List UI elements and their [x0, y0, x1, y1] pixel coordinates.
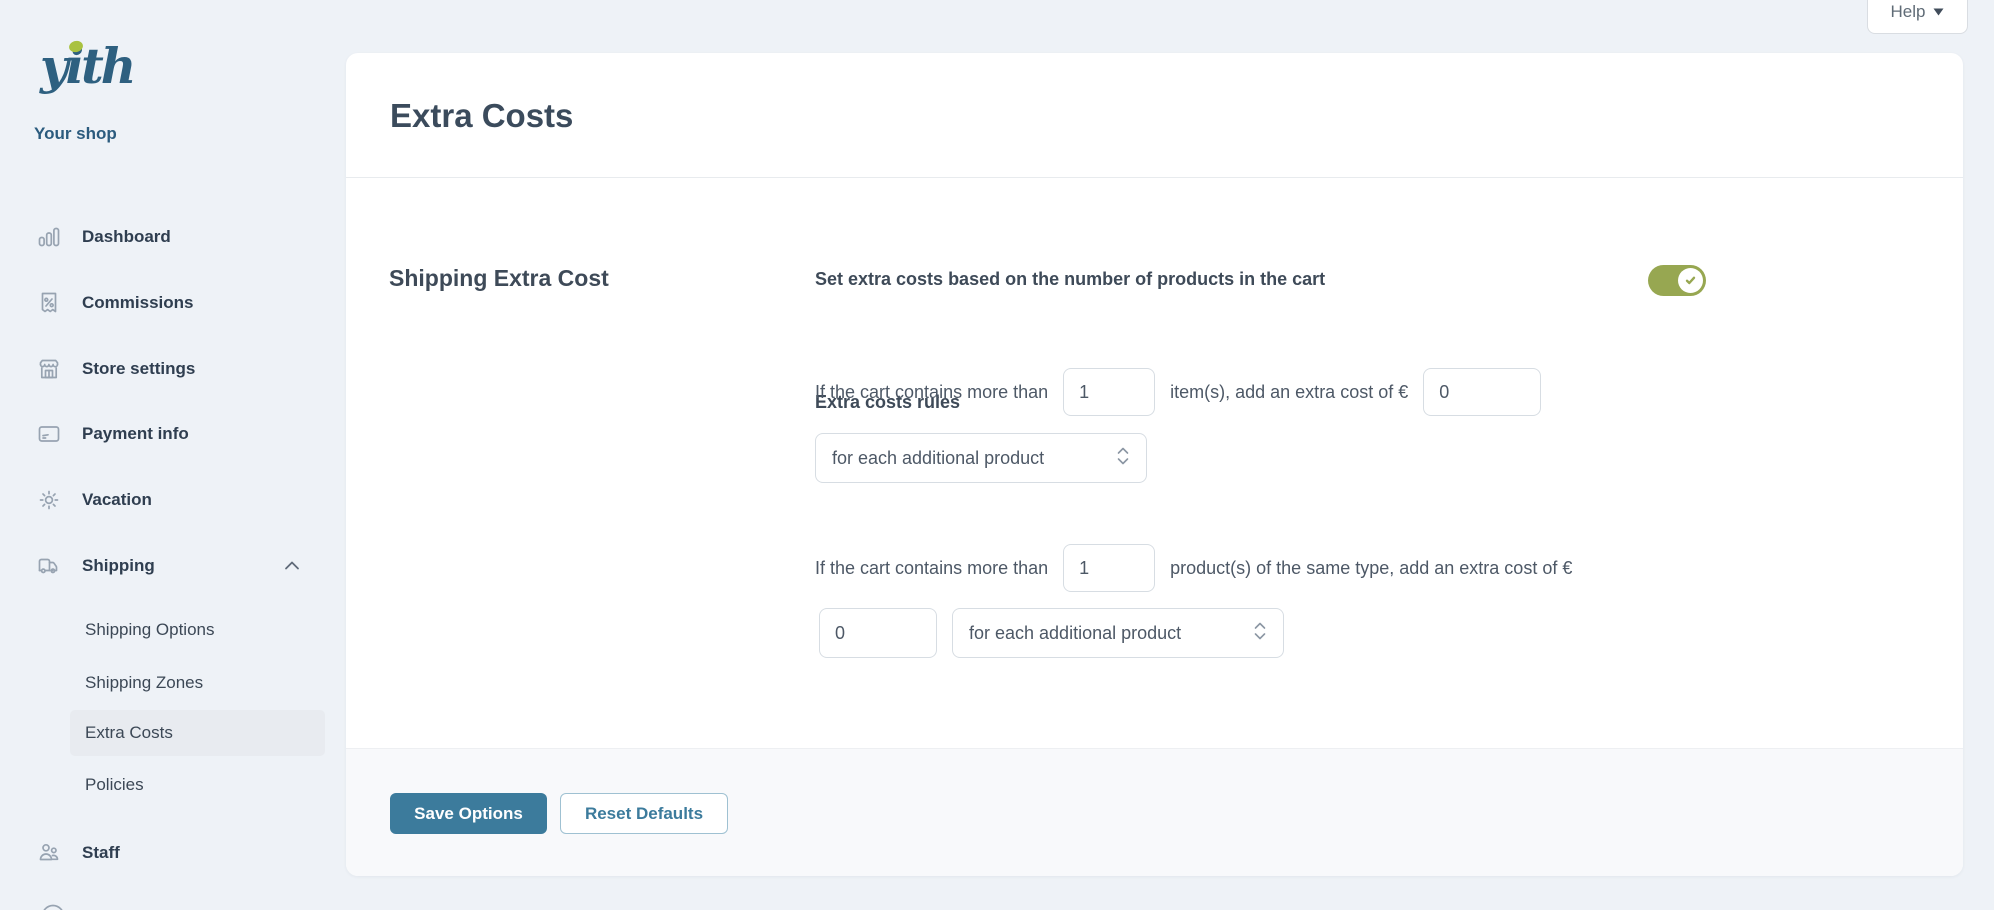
sidebar-item-label: Payment info: [82, 424, 189, 443]
sidebar-item-label: Shipping: [82, 556, 155, 575]
rule2-suffix: product(s) of the same type, add an extr…: [1170, 557, 1573, 578]
sidebar-item-label: Store settings: [82, 359, 196, 378]
shop-name: Your shop: [34, 124, 117, 143]
partial-circle-icon: [42, 902, 66, 910]
panel-header: Extra Costs: [346, 53, 1963, 178]
sidebar-item-payment-info[interactable]: Payment info: [36, 414, 326, 454]
help-label: Help: [1890, 2, 1926, 21]
sidebar-item-extra-costs[interactable]: Extra Costs: [70, 710, 325, 756]
settings-panel: Extra Costs Shipping Extra Cost Set extr…: [346, 53, 1963, 876]
sidebar-item-shipping-options[interactable]: Shipping Options: [85, 620, 215, 639]
updown-chevrons-icon: [1116, 445, 1130, 472]
yith-logo: yith: [40, 36, 150, 98]
toggle-label: Set extra costs based on the number of p…: [815, 269, 1326, 289]
sidebar-item-vacation[interactable]: Vacation: [36, 480, 326, 520]
rule1-quantity-input[interactable]: [1063, 368, 1156, 416]
sidebar-item-label: Commissions: [82, 293, 194, 312]
rule1-apply-mode-select[interactable]: for each additional product: [815, 433, 1147, 483]
chevron-up-icon[interactable]: [284, 558, 300, 574]
storefront-icon: [36, 356, 62, 382]
sidebar-item-store-settings[interactable]: Store settings: [36, 349, 326, 389]
credit-card-icon: [36, 421, 62, 447]
reset-defaults-button[interactable]: Reset Defaults: [560, 793, 728, 834]
bar-chart-icon: [36, 224, 62, 250]
sun-icon: [36, 487, 62, 513]
sidebar-item-commissions[interactable]: Commissions: [36, 283, 326, 323]
rule1-cost-input[interactable]: [1423, 368, 1542, 416]
toggle-knob: [1678, 268, 1703, 293]
sidebar-item-shipping[interactable]: Shipping: [36, 546, 326, 586]
rule2-select-value: for each additional product: [969, 622, 1182, 643]
sidebar-item-shipping-zones[interactable]: Shipping Zones: [85, 673, 204, 692]
sidebar-item-label: Dashboard: [82, 227, 171, 246]
sidebar-item-dashboard[interactable]: Dashboard: [36, 217, 326, 257]
check-icon: [1685, 276, 1696, 285]
sidebar-item-staff[interactable]: Staff: [36, 833, 326, 873]
rule2-prefix: If the cart contains more than: [815, 557, 1049, 578]
rules-label: Extra costs rules: [815, 392, 961, 412]
panel-footer: Save Options Reset Defaults: [346, 748, 1963, 876]
page-title: Extra Costs: [390, 97, 574, 134]
help-dropdown-button[interactable]: Help: [1867, 0, 1968, 34]
save-options-button[interactable]: Save Options: [390, 793, 547, 834]
rule1-row: If the cart contains more than item(s), …: [815, 368, 1542, 416]
sidebar-item-policies[interactable]: Policies: [85, 775, 144, 794]
caret-down-icon: [1933, 8, 1944, 16]
users-icon: [36, 840, 62, 866]
truck-icon: [36, 553, 62, 579]
rule2-cost-input[interactable]: [819, 608, 937, 658]
rule1-prefix: If the cart contains more than: [815, 381, 1049, 402]
rule1-select-value: for each additional product: [832, 447, 1045, 468]
rule1-middle: item(s), add an extra cost of €: [1170, 381, 1409, 402]
section-title: Shipping Extra Cost: [389, 265, 609, 291]
sidebar-item-label: Staff: [82, 843, 120, 862]
updown-chevrons-icon: [1253, 620, 1267, 647]
rule2-row: If the cart contains more than product(s…: [815, 544, 1572, 592]
extra-costs-toggle[interactable]: [1648, 265, 1706, 296]
rule2-quantity-input[interactable]: [1063, 544, 1156, 592]
receipt-percent-icon: [36, 290, 62, 316]
rule2-row-line2: for each additional product: [819, 608, 1284, 658]
sidebar-item-label: Vacation: [82, 490, 152, 509]
rule2-apply-mode-select[interactable]: for each additional product: [952, 608, 1284, 658]
yith-logo-text: yith: [40, 37, 136, 95]
